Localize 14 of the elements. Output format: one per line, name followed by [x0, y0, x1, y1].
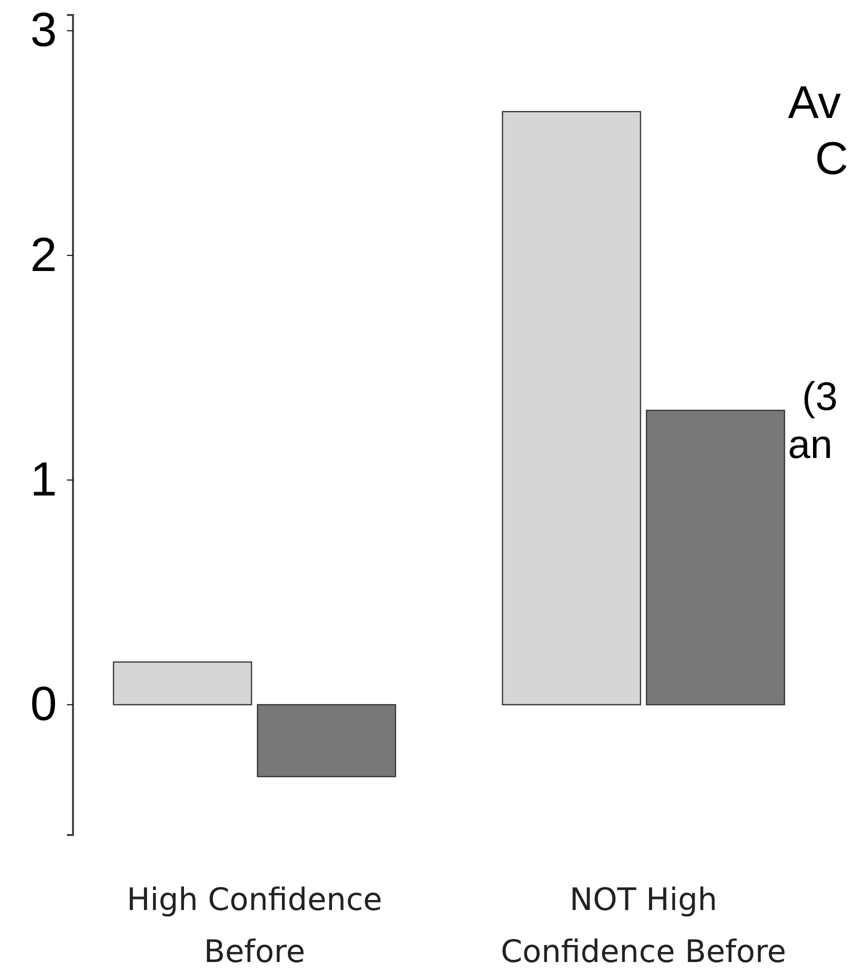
bar — [646, 410, 786, 706]
annotation: an — [788, 423, 832, 467]
y-tick-label: 0 — [30, 678, 57, 732]
y-tick-label: 2 — [30, 228, 57, 282]
annotation: Av — [788, 76, 841, 128]
y-tick-label: 3 — [30, 4, 57, 58]
x-tick-label: NOT High Confidence Before — [500, 882, 786, 970]
x-tick-label: High Confidence Before — [126, 882, 382, 970]
bar — [112, 661, 252, 706]
y-tick-label: 1 — [30, 453, 57, 506]
bar — [256, 704, 396, 778]
annotation: (3 — [802, 375, 838, 419]
annotation: C — [815, 132, 848, 184]
bar — [502, 111, 642, 706]
